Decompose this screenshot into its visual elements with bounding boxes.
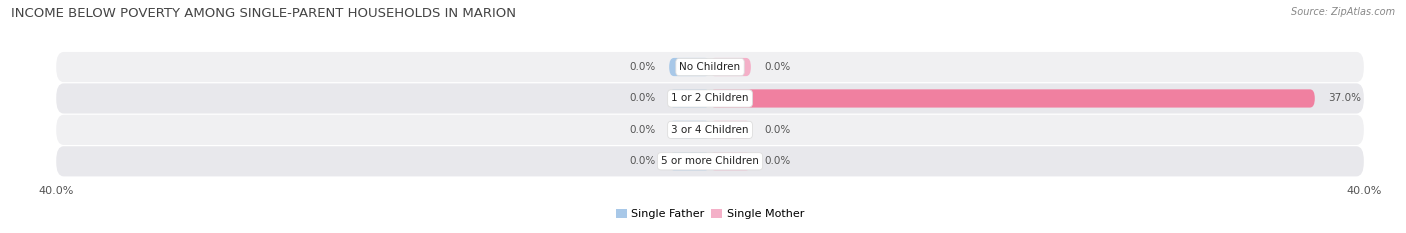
FancyBboxPatch shape [669, 58, 710, 76]
Text: 0.0%: 0.0% [630, 62, 657, 72]
Text: 3 or 4 Children: 3 or 4 Children [671, 125, 749, 135]
FancyBboxPatch shape [669, 121, 710, 139]
FancyBboxPatch shape [710, 89, 1315, 108]
FancyBboxPatch shape [669, 152, 710, 170]
Legend: Single Father, Single Mother: Single Father, Single Mother [616, 209, 804, 219]
Text: 0.0%: 0.0% [763, 125, 790, 135]
Text: 0.0%: 0.0% [763, 156, 790, 166]
Text: 0.0%: 0.0% [630, 156, 657, 166]
Text: 0.0%: 0.0% [763, 62, 790, 72]
Text: 37.0%: 37.0% [1327, 93, 1361, 103]
Text: 1 or 2 Children: 1 or 2 Children [671, 93, 749, 103]
Text: 0.0%: 0.0% [630, 125, 657, 135]
FancyBboxPatch shape [56, 146, 1364, 176]
Text: No Children: No Children [679, 62, 741, 72]
Text: 0.0%: 0.0% [630, 93, 657, 103]
FancyBboxPatch shape [56, 115, 1364, 145]
FancyBboxPatch shape [710, 152, 751, 170]
FancyBboxPatch shape [669, 89, 710, 108]
FancyBboxPatch shape [710, 121, 751, 139]
Text: Source: ZipAtlas.com: Source: ZipAtlas.com [1291, 7, 1395, 17]
Text: INCOME BELOW POVERTY AMONG SINGLE-PARENT HOUSEHOLDS IN MARION: INCOME BELOW POVERTY AMONG SINGLE-PARENT… [11, 7, 516, 20]
FancyBboxPatch shape [56, 83, 1364, 113]
Text: 5 or more Children: 5 or more Children [661, 156, 759, 166]
FancyBboxPatch shape [56, 52, 1364, 82]
FancyBboxPatch shape [710, 58, 751, 76]
